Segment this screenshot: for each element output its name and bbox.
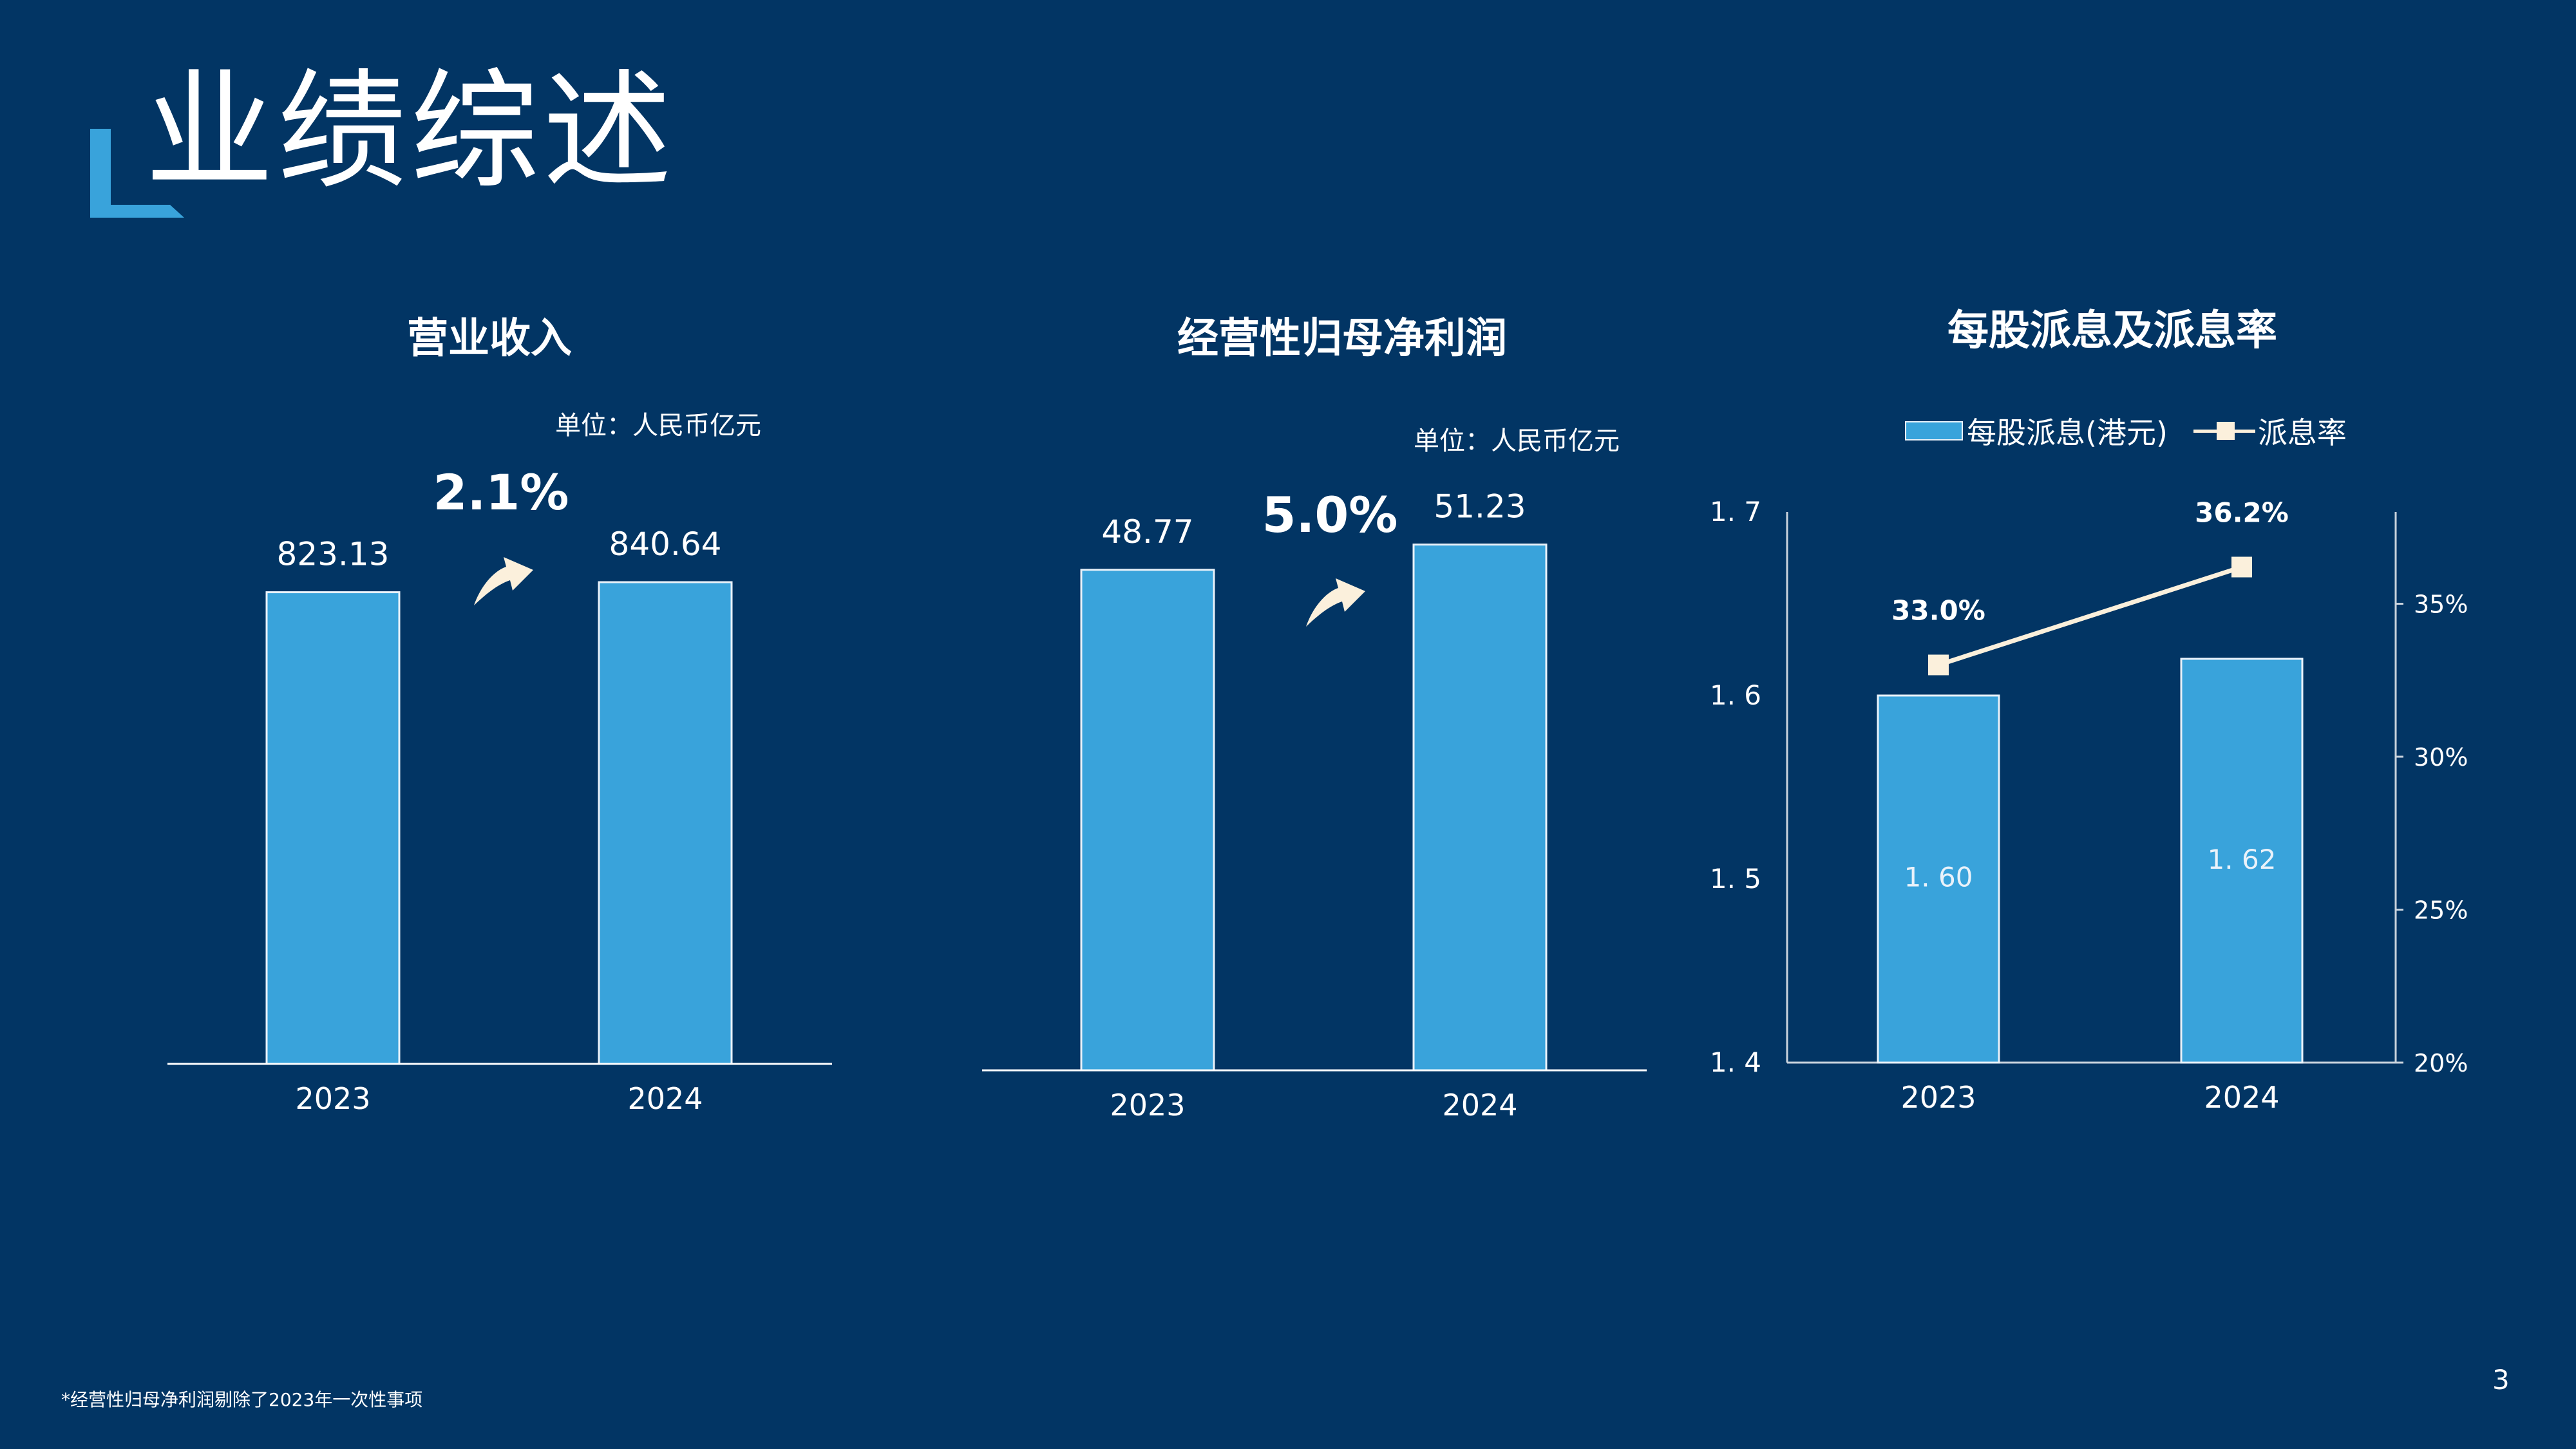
payout-label-2024: 36.2% bbox=[2195, 497, 2289, 529]
y-right-tick-label: 30% bbox=[2414, 743, 2468, 772]
legend-swatch-bar bbox=[1905, 421, 1963, 440]
legend-swatch-line bbox=[2193, 421, 2255, 440]
y-right-tick-label: 35% bbox=[2414, 591, 2468, 619]
value-label-2023: 823.13 bbox=[277, 536, 390, 573]
value-label-2023: 48.77 bbox=[1101, 513, 1193, 551]
bar-2024 bbox=[1412, 544, 1548, 1072]
bar-2023 bbox=[1877, 694, 2000, 1064]
growth-pct-operating-profit: 5.0% bbox=[1262, 486, 1398, 544]
bar-value-label-2024: 1. 62 bbox=[2208, 844, 2277, 875]
growth-pct-revenue: 2.1% bbox=[433, 464, 569, 521]
curved-up-arrow-icon bbox=[1306, 578, 1365, 627]
bar-2024 bbox=[598, 581, 733, 1065]
bar-2024 bbox=[2180, 658, 2304, 1064]
payout-marker-2023 bbox=[1928, 654, 1949, 676]
footnote: *经营性归母净利润剔除了2023年一次性事项 bbox=[61, 1389, 423, 1410]
chart-title-dividend: 每股派息及派息率 bbox=[1947, 307, 2277, 355]
page-number: 3 bbox=[2492, 1364, 2510, 1396]
legend-label-payout: 派息率 bbox=[2257, 415, 2347, 450]
y-left-tick-label: 1. 6 bbox=[1710, 679, 1761, 711]
x-tick-2024: 2024 bbox=[2204, 1080, 2279, 1115]
chart-operating-profit: 48.77 2023 51.23 2024 bbox=[982, 488, 1647, 1122]
y-left-tick-label: 1. 7 bbox=[1710, 496, 1761, 527]
bar-value-label-2023: 1. 60 bbox=[1904, 861, 1973, 893]
unit-label-operating-profit: 单位：人民币亿元 bbox=[1414, 426, 1620, 456]
y-left-tick-label: 1. 4 bbox=[1710, 1046, 1761, 1078]
chart-title-operating-profit: 经营性归母净利润 bbox=[1177, 315, 1507, 363]
x-tick-2023: 2023 bbox=[1900, 1080, 1976, 1115]
y-left-tick-label: 1. 5 bbox=[1710, 863, 1761, 895]
payout-marker-2024 bbox=[2231, 556, 2252, 578]
chart-dividend: 1. 4 1. 5 1. 6 1. 7 20% 25% 30% 35% 1. 60 2023 1. … bbox=[1710, 496, 2468, 1115]
chart-title-revenue: 营业收入 bbox=[407, 315, 572, 363]
bar-2023 bbox=[1080, 569, 1215, 1072]
chart-revenue: 823.13 2023 840.64 2024 bbox=[167, 526, 832, 1116]
payout-line bbox=[1937, 565, 2243, 667]
unit-label-revenue: 单位：人民币亿元 bbox=[555, 411, 761, 440]
curved-up-arrow-icon bbox=[474, 557, 533, 605]
legend-dividend: 每股派息(港元) 派息率 bbox=[1905, 410, 2347, 452]
value-label-2024: 51.23 bbox=[1434, 488, 1526, 526]
x-tick-2023: 2023 bbox=[1110, 1088, 1185, 1122]
corner-bracket-icon bbox=[90, 129, 184, 218]
legend-label-dps: 每股派息(港元) bbox=[1967, 415, 2168, 450]
y-right-tick-label: 20% bbox=[2414, 1049, 2468, 1077]
payout-label-2023: 33.0% bbox=[1891, 595, 1985, 627]
value-label-2024: 840.64 bbox=[609, 526, 722, 563]
x-tick-2023: 2023 bbox=[295, 1081, 370, 1116]
y-right-tick-label: 25% bbox=[2414, 896, 2468, 925]
x-tick-2024: 2024 bbox=[627, 1081, 703, 1116]
slide-title: 业绩综述 bbox=[145, 57, 676, 207]
x-tick-2024: 2024 bbox=[1442, 1088, 1517, 1122]
bar-2023 bbox=[265, 591, 401, 1065]
